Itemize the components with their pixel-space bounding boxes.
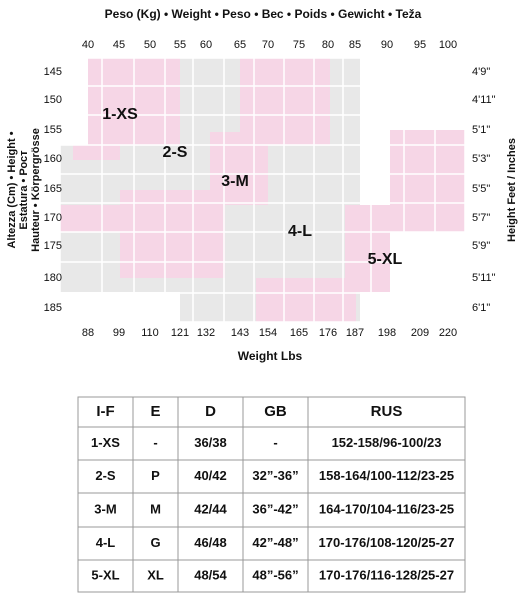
region-white [360,58,465,130]
lbs-label: 154 [259,327,277,339]
kg-label: 65 [234,39,246,51]
table-cell: 42”-48” [252,535,298,550]
cm-label: 185 [44,302,62,314]
feet-label: 4'11" [472,94,496,106]
kg-label: 70 [262,39,274,51]
table-cell: 170-176/108-120/25-27 [319,535,455,550]
feet-label: 5'9" [472,240,490,252]
cm-label: 180 [44,272,62,284]
table-cell: 3-M [94,501,116,516]
feet-label: 5'3" [472,153,490,165]
lbs-label: 88 [82,327,94,339]
region-3m [60,205,120,232]
table-cell: 170-176/116-128/25-27 [319,567,454,582]
table-cell: 5-XL [91,567,119,582]
lbs-label: 110 [141,327,159,339]
table-cell: - [273,435,277,450]
table-cell: 36”-42” [252,501,298,516]
kg-label: 40 [82,39,94,51]
x-axis-label: Weight Lbs [238,349,303,363]
y-axis-label-right: Height Feet / Inches [506,138,518,242]
zone-label: 4-L [288,223,312,240]
lbs-label: 198 [378,327,396,339]
cm-label: 175 [44,240,62,252]
lbs-label: 143 [231,327,249,339]
region-3m [240,58,330,145]
kg-label: 90 [381,39,393,51]
table-cell: M [150,501,161,516]
table-cell: 48”-56” [252,567,298,582]
region-5xl [390,130,465,232]
feet-label: 5'1" [472,124,490,136]
kg-label: 60 [200,39,212,51]
table-header: I-F [96,403,114,420]
cm-label: 150 [44,94,62,106]
kg-label: 80 [322,39,334,51]
region-1xs [73,145,120,160]
size-table: I-F E D GB RUS 1-XS - 36/38 - 152-158/96-100/23 2-… [77,396,466,593]
lbs-label: 176 [319,327,337,339]
cm-label: 165 [44,183,62,195]
feet-label: 4'9" [472,66,490,78]
y-axis-label: Estatura • Рост [18,150,30,230]
table-header: RUS [371,403,403,420]
table-header: GB [264,403,287,420]
lbs-label: 187 [346,327,364,339]
lbs-label: 121 [171,327,189,339]
zone-label: 3-M [221,173,249,190]
kg-label: 85 [349,39,361,51]
table-cell: P [151,468,160,483]
table-cell: 40/42 [194,468,227,483]
kg-label: 75 [293,39,305,51]
y-axis-label: Altezza (Cm) • Height • [6,131,18,248]
kg-label: 95 [414,39,426,51]
table-header: D [205,403,216,420]
feet-label: 5'11" [472,272,496,284]
table-border [77,396,466,593]
cm-label: 155 [44,124,62,136]
kg-label: 100 [439,39,457,51]
table-cell: G [150,535,160,550]
table-cell: 164-170/104-116/23-25 [319,501,454,516]
lbs-label: 99 [113,327,125,339]
kg-label: 45 [113,39,125,51]
table-cell: 36/38 [194,435,227,450]
lbs-label: 132 [197,327,215,339]
table-cell: 2-S [95,468,116,483]
table-cell: 48/54 [194,567,227,582]
table-cell: - [153,435,157,450]
grid [59,57,466,323]
feet-label: 5'5" [472,183,490,195]
table-cell: 32”-36” [252,468,298,483]
table-cell: 42/44 [194,501,227,516]
table-cell: XL [147,567,164,582]
lbs-label: 220 [439,327,457,339]
feet-label: 6'1" [472,302,490,314]
cm-label: 160 [44,153,62,165]
table-cell: 1-XS [91,435,120,450]
table-cell: 4-L [96,535,116,550]
region-5xl [345,205,390,292]
table-cell: 158-164/100-112/23-25 [319,468,454,483]
feet-label: 5'7" [472,212,490,224]
cm-label: 145 [44,66,62,78]
table-cell: 46/48 [194,535,227,550]
zone-label: 1-XS [102,106,138,123]
region-5xl [256,278,356,322]
chart-title: Peso (Kg) • Weight • Peso • Вес • Poids … [105,7,422,21]
kg-label: 55 [174,39,186,51]
kg-label: 50 [144,39,156,51]
lbs-label: 165 [290,327,308,339]
table-header: E [150,403,160,420]
lbs-label: 209 [411,327,429,339]
table-cell: 152-158/96-100/23 [332,435,442,450]
cm-label: 170 [44,212,62,224]
y-axis-label: Hauteur • Körpergrösse [30,128,42,252]
region-3m [120,190,225,278]
zone-label: 2-S [163,144,188,161]
zone-label: 5-XL [368,251,403,268]
